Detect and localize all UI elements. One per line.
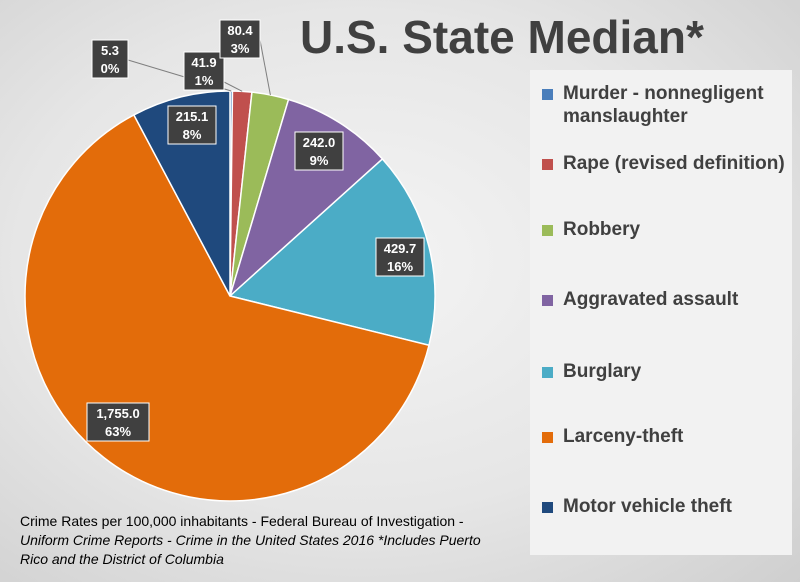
footnote-report: Uniform Crime Reports - Crime in the Uni… (20, 532, 481, 567)
legend-item-rape-revised-definition: Rape (revised definition) (542, 152, 792, 175)
legend-item-aggravated-assault: Aggravated assault (542, 288, 792, 311)
legend-swatch (542, 502, 553, 513)
data-label-box-murder-nonnegligent-manslaughter (91, 39, 129, 79)
legend-label: Robbery (563, 219, 641, 240)
leader-line-rape-revised-definition (223, 81, 243, 92)
data-label-box-burglary (375, 237, 425, 277)
leader-line-robbery (259, 39, 271, 96)
legend-swatch (542, 295, 553, 306)
legend-label: Rape (revised definition) (563, 153, 785, 174)
legend-swatch (542, 367, 553, 378)
legend-item-motor-vehicle-theft: Motor vehicle theft (542, 495, 792, 518)
data-label-value-murder-nonnegligent-manslaughter: 5.3 (101, 43, 119, 58)
data-label-box-robbery (219, 19, 261, 59)
data-label-box-rape-revised-definition (183, 51, 225, 91)
data-label-value-larceny-theft: 1,755.0 (96, 406, 139, 421)
data-label-value-aggravated-assault: 242.0 (303, 135, 336, 150)
data-label-percent-murder-nonnegligent-manslaughter: 0% (101, 61, 120, 76)
chart-title: U.S. State Median* (300, 11, 704, 63)
pie-slice-burglary (228, 157, 436, 347)
legend-label: Motor vehicle theft (563, 496, 732, 517)
data-label-value-rape-revised-definition: 41.9 (191, 55, 216, 70)
data-label-percent-rape-revised-definition: 1% (195, 73, 214, 88)
legend-swatch (542, 89, 553, 100)
data-label-value-burglary: 429.7 (384, 241, 417, 256)
data-label-percent-burglary: 16% (387, 259, 413, 274)
legend-item-robbery: Robbery (542, 218, 792, 241)
pie-slice-aggravated-assault (228, 98, 384, 299)
data-label-percent-motor-vehicle-theft: 8% (183, 127, 202, 142)
legend-item-larceny-theft: Larceny-theft (542, 425, 792, 448)
legend-label: Burglary (563, 361, 642, 382)
legend-swatch (542, 159, 553, 170)
data-label-box-motor-vehicle-theft (167, 105, 217, 145)
legend-item-burglary: Burglary (542, 360, 792, 383)
legend-item-murder-nonnegligent-manslaughter: Murder - nonnegligent manslaughter (542, 82, 792, 128)
data-label-percent-robbery: 3% (231, 41, 250, 56)
footnote: Crime Rates per 100,000 inhabitants - Fe… (20, 512, 490, 569)
data-label-box-aggravated-assault (294, 131, 344, 171)
legend-swatch (542, 225, 553, 236)
legend-label: Larceny-theft (563, 426, 684, 447)
data-label-percent-aggravated-assault: 9% (310, 153, 329, 168)
data-label-percent-larceny-theft: 63% (105, 424, 131, 439)
legend-swatch (542, 432, 553, 443)
legend-label: Aggravated assault (563, 289, 739, 310)
data-label-box-larceny-theft (86, 402, 150, 442)
data-label-value-motor-vehicle-theft: 215.1 (176, 109, 209, 124)
legend-label: Murder - nonnegligent manslaughter (563, 83, 764, 127)
data-label-value-robbery: 80.4 (227, 23, 253, 38)
footnote-source: Crime Rates per 100,000 inhabitants - Fe… (20, 513, 464, 529)
legend: Murder - nonnegligent manslaughter Rape (… (530, 70, 792, 555)
